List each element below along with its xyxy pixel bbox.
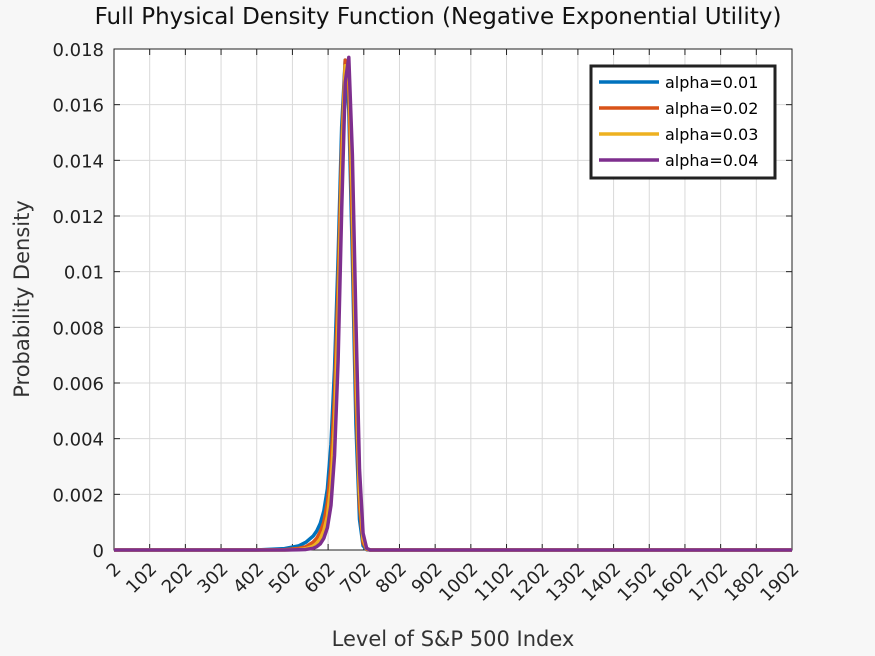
x-axis-label: Level of S&P 500 Index xyxy=(332,627,575,651)
y-tick-label: 0.004 xyxy=(52,430,104,451)
x-tick-label: 802 xyxy=(372,559,411,598)
x-tick-label: 202 xyxy=(158,559,197,598)
x-tick-label: 702 xyxy=(336,559,375,598)
x-tick-label: 1002 xyxy=(435,559,482,606)
x-tick-label: 1302 xyxy=(542,559,589,606)
legend-label-2: alpha=0.02 xyxy=(665,99,758,118)
y-tick-label: 0.014 xyxy=(52,151,104,172)
y-tick-label: 0.008 xyxy=(52,318,104,339)
legend-label-3: alpha=0.03 xyxy=(665,125,758,144)
x-tick-label: 1102 xyxy=(471,559,518,606)
x-tick-label: 102 xyxy=(122,559,161,598)
x-tick-label: 1402 xyxy=(578,559,625,606)
x-tick-label: 402 xyxy=(229,559,268,598)
plot-area: 2102202302402502602702802902100211021202… xyxy=(52,40,803,606)
x-tick-label: 502 xyxy=(265,559,304,598)
y-axis-label: Probability Density xyxy=(10,200,34,398)
x-tick-label: 302 xyxy=(193,559,232,598)
x-tick-label: 2 xyxy=(103,559,126,582)
x-tick-label: 1202 xyxy=(507,559,554,606)
x-tick-label: 1702 xyxy=(685,559,732,606)
y-tick-label: 0.006 xyxy=(52,374,104,395)
x-tick-label: 602 xyxy=(300,559,339,598)
y-tick-label: 0.002 xyxy=(52,485,104,506)
y-tick-label: 0.016 xyxy=(52,96,104,117)
x-tick-label: 1502 xyxy=(614,559,661,606)
series-line-4 xyxy=(114,55,792,552)
legend-label-4: alpha=0.04 xyxy=(665,151,758,170)
chart-title: Full Physical Density Function (Negative… xyxy=(95,4,782,30)
y-tick-label: 0.018 xyxy=(52,40,104,61)
x-tick-label: 1802 xyxy=(721,559,768,606)
legend-label-1: alpha=0.01 xyxy=(665,73,758,92)
x-tick-label: 1602 xyxy=(649,559,696,606)
y-tick-label: 0.01 xyxy=(64,263,104,284)
y-tick-label: 0.012 xyxy=(52,207,104,228)
y-tick-label: 0 xyxy=(93,541,104,562)
x-tick-label: 1902 xyxy=(756,559,803,606)
